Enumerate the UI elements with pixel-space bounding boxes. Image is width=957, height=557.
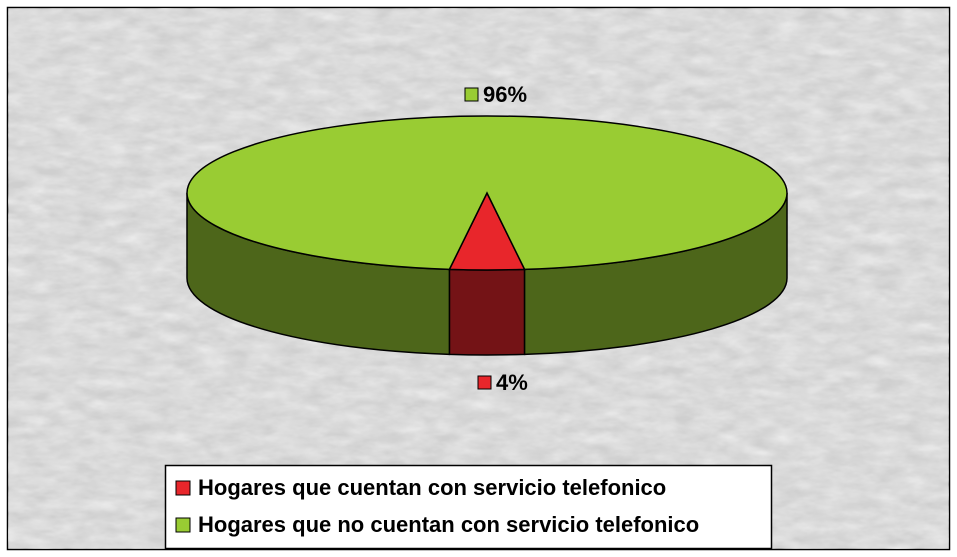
data-label: 4% bbox=[496, 370, 528, 395]
legend-label: Hogares que no cuentan con servicio tele… bbox=[198, 512, 699, 537]
label-key bbox=[464, 87, 479, 102]
legend-key bbox=[175, 517, 191, 533]
data-label: 96% bbox=[483, 82, 527, 107]
legend-box bbox=[164, 464, 773, 550]
slice bbox=[186, 115, 788, 271]
pie: 4% 96% bbox=[186, 82, 788, 395]
label-key bbox=[477, 375, 492, 390]
slice-side bbox=[448, 268, 526, 356]
legend-key bbox=[175, 480, 191, 496]
legend: Hogares que cuentan con servicio telefon… bbox=[175, 475, 699, 537]
legend-label: Hogares que cuentan con servicio telefon… bbox=[198, 475, 666, 500]
